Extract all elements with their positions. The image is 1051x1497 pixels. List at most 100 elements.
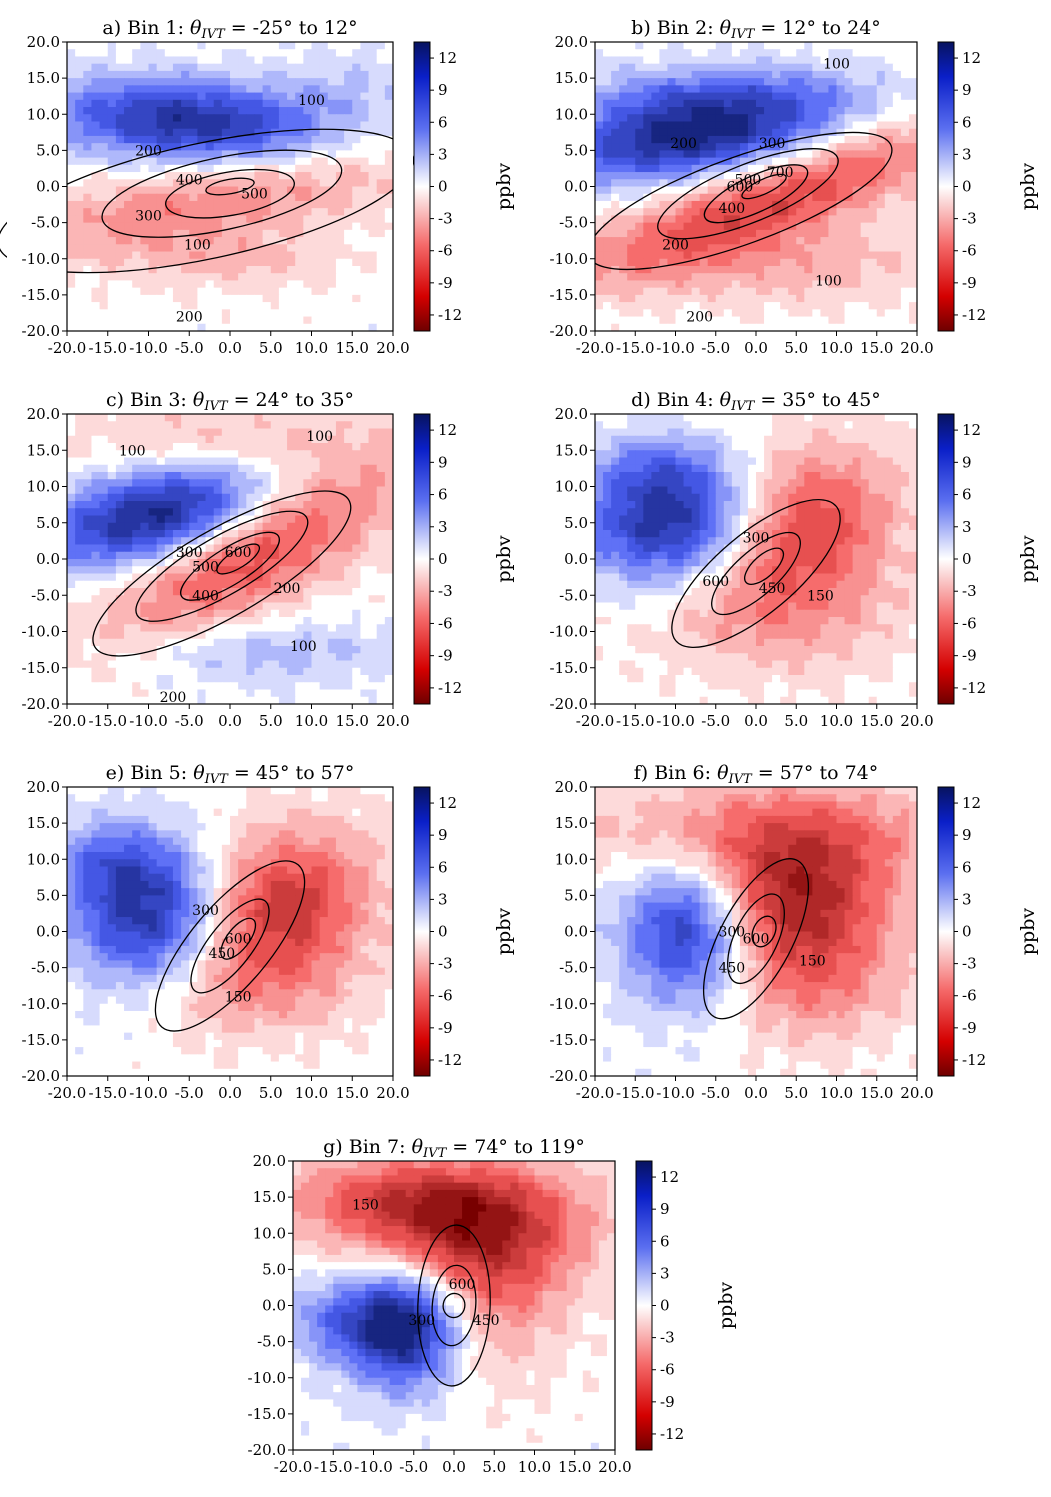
field-cell (683, 56, 693, 65)
field-cell (627, 215, 636, 224)
field-cell (384, 689, 394, 698)
field-cell (868, 237, 878, 245)
field-cell (376, 515, 386, 524)
field-cell (892, 128, 902, 137)
field-cell (747, 85, 757, 94)
field-cell (278, 229, 288, 238)
field-cell (164, 660, 174, 669)
field-cell (352, 135, 361, 144)
field-cell (860, 143, 870, 151)
field-cell (368, 309, 378, 318)
field-cell (270, 544, 280, 553)
field-cell (75, 667, 84, 676)
field-cell (352, 229, 361, 238)
field-cell (156, 588, 166, 596)
field-cell (205, 323, 215, 332)
field-cell (230, 450, 239, 459)
field-cell (772, 172, 781, 180)
field-cell (156, 200, 166, 209)
field-cell (205, 414, 215, 422)
field-cell (254, 229, 264, 238)
field-cell (303, 464, 313, 473)
field-cell (67, 501, 76, 509)
field-cell (384, 237, 394, 245)
field-cell (140, 544, 150, 553)
field-cell (238, 566, 247, 575)
field-cell (884, 323, 894, 332)
field-cell (764, 200, 773, 209)
field-cell (148, 200, 158, 209)
field-cell (124, 128, 133, 137)
field-cell (376, 435, 386, 444)
field-cell (812, 229, 821, 238)
field-cell (327, 414, 337, 422)
field-cell (635, 49, 644, 58)
field-cell (205, 121, 215, 130)
field-cell (699, 42, 709, 50)
field-cell (83, 309, 93, 318)
field-cell (115, 251, 125, 260)
field-cell (246, 280, 256, 289)
field-cell (344, 265, 353, 274)
field-cell (764, 273, 773, 282)
x-tick-label: -10.0 (656, 339, 694, 357)
field-cell (739, 265, 749, 274)
field-cell (164, 49, 174, 58)
field-cell (335, 631, 345, 640)
field-cell (384, 638, 394, 647)
field-cell (836, 222, 846, 231)
field-cell (172, 42, 182, 50)
field-cell (189, 294, 198, 303)
field-cell (303, 186, 313, 195)
field-cell (140, 323, 150, 332)
field-cell (908, 172, 918, 180)
field-cell (344, 544, 353, 553)
field-cell (75, 237, 84, 245)
field-cell (75, 179, 84, 188)
field-cell (287, 172, 296, 180)
field-cell (683, 42, 693, 50)
field-cell (148, 580, 158, 589)
field-cell (124, 135, 133, 144)
field-cell (368, 258, 378, 267)
field-cell (205, 135, 215, 144)
field-cell (91, 573, 101, 582)
field-cell (230, 689, 239, 698)
field-cell (262, 222, 272, 231)
field-cell (287, 56, 296, 65)
field-cell (715, 121, 725, 130)
field-cell (651, 135, 660, 144)
field-cell (205, 63, 215, 72)
field-cell (262, 244, 272, 253)
field-cell (124, 273, 133, 282)
field-cell (189, 682, 198, 691)
field-cell (675, 215, 685, 224)
field-cell (230, 667, 239, 676)
field-cell (132, 580, 141, 589)
field-cell (820, 164, 830, 173)
field-cell (667, 172, 677, 180)
field-cell (796, 287, 805, 296)
field-cell (651, 85, 660, 94)
field-cell (667, 273, 677, 282)
field-cell (852, 114, 862, 123)
field-cell (319, 309, 329, 318)
field-cell (739, 179, 749, 188)
field-cell (368, 49, 378, 58)
field-cell (860, 280, 870, 289)
field-cell (723, 99, 733, 108)
field-cell (376, 508, 386, 517)
field-cell (295, 522, 304, 531)
field-cell (107, 244, 117, 253)
field-cell (230, 316, 239, 325)
field-cell (739, 294, 749, 303)
field-cell (804, 99, 813, 108)
field-cell (221, 49, 231, 58)
field-cell (99, 237, 109, 245)
field-cell (124, 193, 133, 202)
field-cell (115, 143, 125, 151)
field-cell (723, 143, 733, 151)
field-cell (83, 479, 93, 488)
field-cell (360, 56, 370, 65)
